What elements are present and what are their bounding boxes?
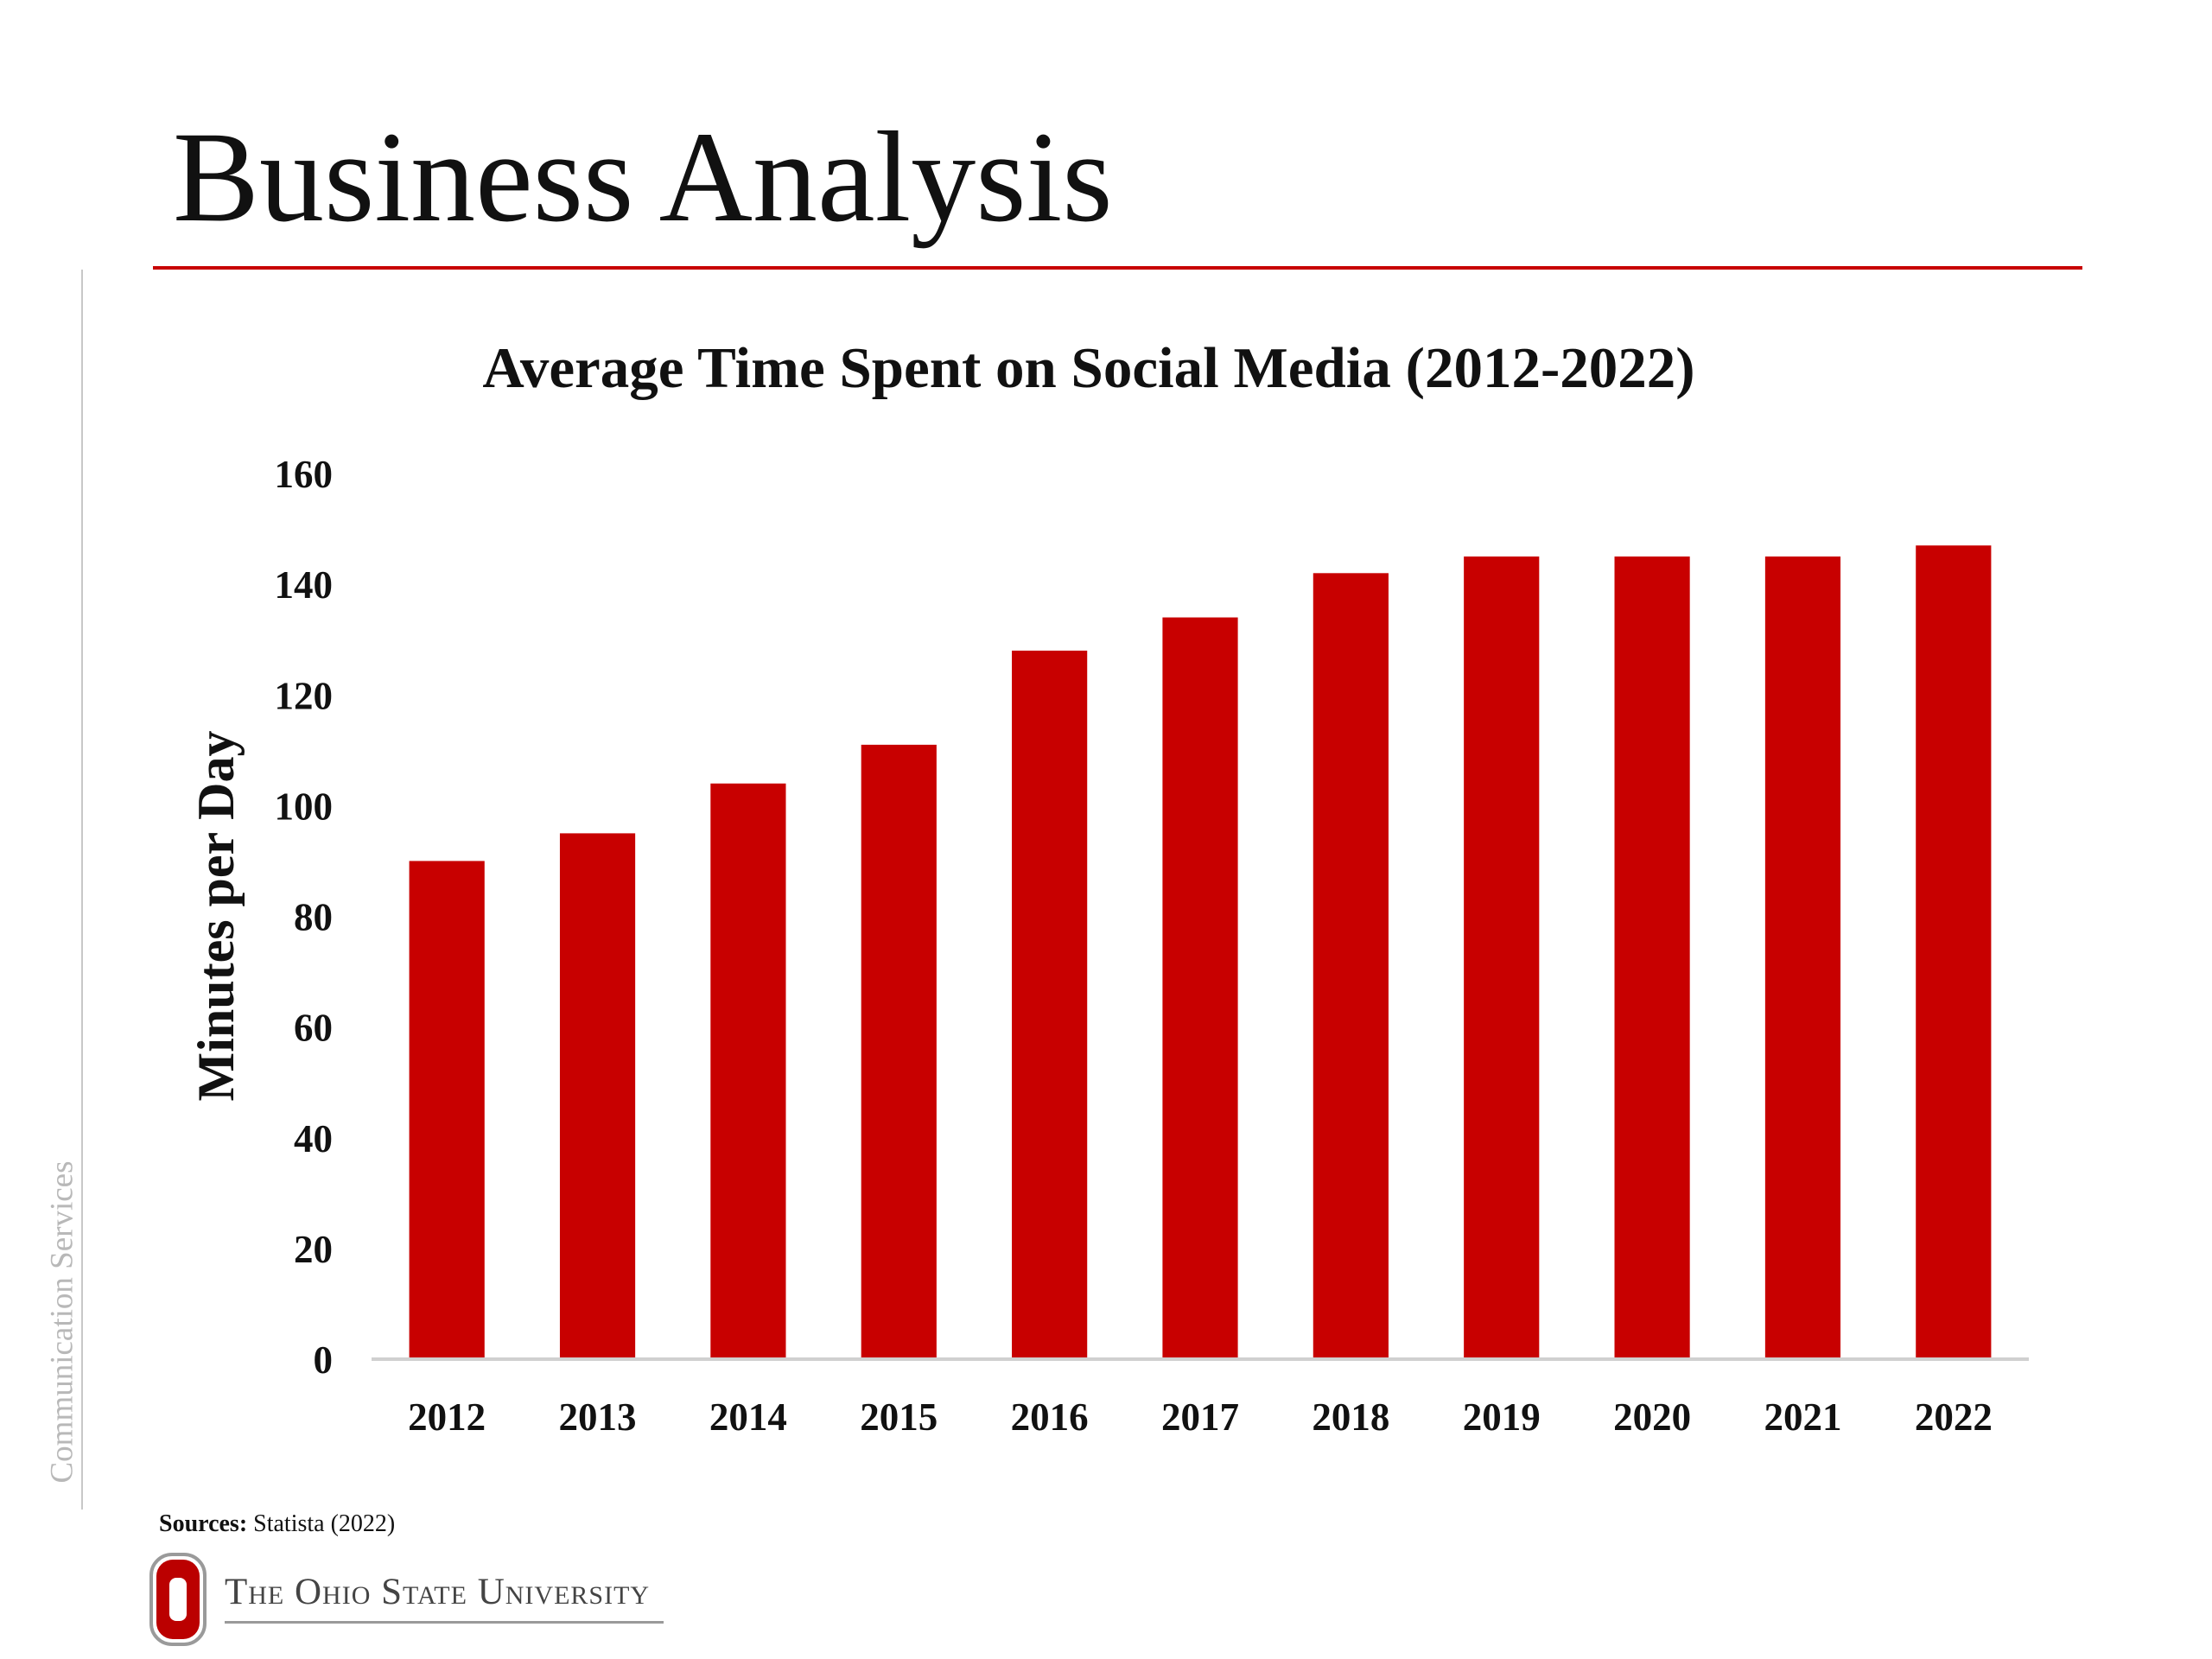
x-axis-ticks: 2012 2013 2014 2015 2016 2017 2018 2019 2020 2021… — [408, 1395, 1993, 1439]
bar-2017 — [1162, 617, 1238, 1359]
y-tick-label: 120 — [275, 674, 334, 717]
y-axis-ticks: 0 20 40 60 80 100 120 140 160 — [275, 453, 334, 1382]
bar-2016 — [1012, 651, 1088, 1359]
slide-title: Business Analysis — [173, 105, 1113, 249]
university-name: The Ohio State University — [225, 1572, 651, 1612]
bar-2014 — [710, 783, 786, 1359]
x-tick-label: 2020 — [1613, 1395, 1691, 1439]
bar-2020 — [1614, 556, 1690, 1359]
chart-title: Average Time Spent on Social Media (2012… — [482, 336, 1694, 400]
y-tick-label: 20 — [294, 1228, 333, 1271]
x-tick-label: 2019 — [1463, 1395, 1541, 1439]
bar-2015 — [861, 744, 937, 1359]
sources-note: Sources: Statista (2022) — [159, 1510, 395, 1538]
y-axis-label: Minutes per Day — [188, 731, 245, 1102]
x-tick-label: 2015 — [860, 1395, 938, 1439]
x-tick-label: 2021 — [1764, 1395, 1841, 1439]
x-tick-label: 2016 — [1011, 1395, 1089, 1439]
x-tick-label: 2014 — [709, 1395, 787, 1439]
x-tick-label: 2013 — [559, 1395, 637, 1439]
bar-2019 — [1464, 556, 1540, 1359]
x-tick-label: 2022 — [1915, 1395, 1993, 1439]
x-tick-label: 2018 — [1312, 1395, 1389, 1439]
x-tick-label: 2017 — [1161, 1395, 1239, 1439]
sources-text: Statista (2022) — [253, 1510, 396, 1537]
title-divider — [153, 266, 2082, 270]
logo-underline — [225, 1621, 664, 1624]
bars — [409, 545, 1992, 1359]
bar-2022 — [1916, 545, 1992, 1359]
y-tick-label: 100 — [275, 785, 334, 828]
y-tick-label: 160 — [275, 453, 334, 496]
x-tick-label: 2012 — [408, 1395, 486, 1439]
university-logo: The Ohio State University — [149, 1552, 667, 1647]
block-o-icon — [149, 1553, 207, 1646]
bar-chart: Average Time Spent on Social Media (2012… — [188, 336, 2029, 1439]
y-tick-label: 40 — [294, 1117, 333, 1160]
y-tick-label: 80 — [294, 896, 333, 939]
bar-2021 — [1764, 556, 1841, 1359]
y-tick-label: 60 — [294, 1007, 333, 1050]
bar-2012 — [409, 861, 485, 1359]
bar-2018 — [1313, 573, 1389, 1359]
y-tick-label: 0 — [314, 1338, 334, 1382]
bar-2013 — [559, 833, 636, 1359]
sources-label: Sources: — [159, 1510, 248, 1537]
y-tick-label: 140 — [275, 563, 334, 607]
side-divider — [81, 270, 83, 1510]
